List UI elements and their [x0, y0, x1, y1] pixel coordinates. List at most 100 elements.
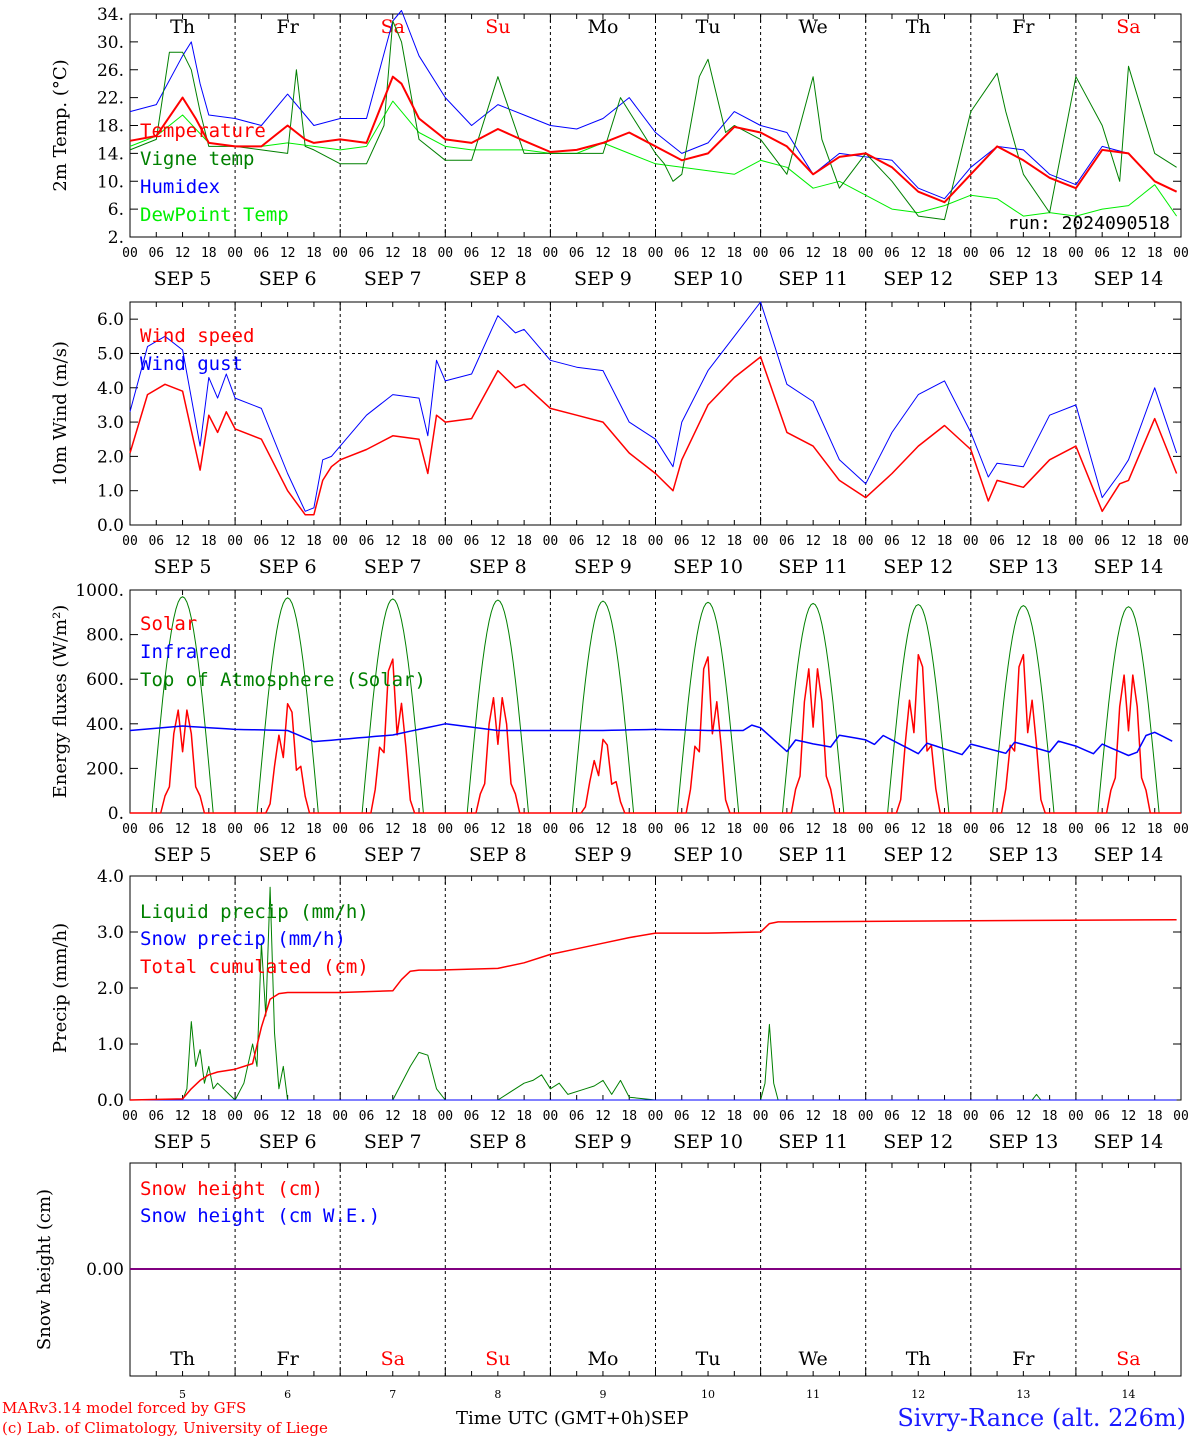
date-label: SEP 14: [1094, 1131, 1164, 1153]
date-label: SEP 13: [988, 844, 1058, 866]
day-number-label: 14: [1121, 1388, 1135, 1401]
series-line-wind-speed: [129, 356, 1178, 516]
day-name-label: Tu: [696, 16, 721, 38]
y-tick-label: 6.: [108, 200, 124, 220]
hour-tick-label: 12: [1121, 534, 1137, 549]
hour-tick-label: 18: [516, 822, 532, 837]
hour-tick-label: 00: [1068, 246, 1084, 261]
y-tick-label: 600.: [86, 670, 124, 690]
day-name-label: Su: [485, 16, 510, 38]
hour-tick-label: 18: [516, 1109, 532, 1124]
y-tick-label: 14.: [97, 144, 124, 164]
hour-tick-label: 12: [280, 1109, 296, 1124]
date-label: SEP 13: [988, 268, 1058, 290]
hour-tick-label: 00: [963, 822, 979, 837]
hour-tick-label: 18: [726, 822, 742, 837]
hour-tick-label: 00: [858, 1109, 874, 1124]
hour-tick-label: 12: [910, 822, 926, 837]
hour-tick-label: 18: [621, 534, 637, 549]
hour-tick-label: 00: [122, 534, 138, 549]
hour-tick-label: 00: [227, 534, 243, 549]
hour-tick-label: 12: [910, 534, 926, 549]
hour-tick-label: 00: [1068, 1109, 1084, 1124]
date-label: SEP 5: [154, 844, 212, 866]
date-label: SEP 8: [469, 844, 527, 866]
hour-tick-label: 18: [411, 1109, 427, 1124]
date-label: SEP 14: [1094, 556, 1164, 578]
station-label: Sivry-Rance (alt. 226m): [897, 1404, 1186, 1432]
date-label: SEP 14: [1094, 844, 1164, 866]
hour-tick-label: 06: [1094, 822, 1110, 837]
hour-tick-label: 12: [805, 246, 821, 261]
date-label: SEP 9: [574, 844, 632, 866]
date-label: SEP 14: [1094, 268, 1164, 290]
date-label: SEP 13: [988, 556, 1058, 578]
hour-tick-label: 00: [122, 246, 138, 261]
hour-tick-label: 06: [359, 534, 375, 549]
hour-tick-label: 06: [148, 534, 164, 549]
day-number-label: 10: [701, 1388, 715, 1401]
hour-tick-label: 00: [858, 822, 874, 837]
y-tick-label: 0.0: [97, 1091, 124, 1111]
date-label: SEP 12: [883, 1131, 953, 1153]
y-tick-label: 22.: [97, 89, 124, 109]
y-tick-label: 400.: [86, 715, 124, 735]
hour-tick-label: 18: [937, 822, 953, 837]
hour-tick-label: 18: [1042, 246, 1058, 261]
hour-tick-label: 18: [1042, 1109, 1058, 1124]
hour-tick-label: 00: [437, 1109, 453, 1124]
hour-tick-label: 18: [411, 822, 427, 837]
lab-credit: (c) Lab. of Climatology, University of L…: [2, 1419, 328, 1437]
series-line-humidex: [129, 10, 1177, 200]
day-number-label: 9: [599, 1388, 606, 1401]
hour-tick-label: 18: [306, 1109, 322, 1124]
hour-tick-label: 06: [989, 822, 1005, 837]
hour-tick-label: 18: [621, 246, 637, 261]
day-name-label: Fr: [1012, 1348, 1035, 1370]
date-label: SEP 12: [883, 844, 953, 866]
hour-tick-label: 00: [543, 1109, 559, 1124]
hour-tick-label: 18: [1147, 1109, 1163, 1124]
hour-tick-label: 06: [989, 1109, 1005, 1124]
hour-tick-label: 06: [359, 1109, 375, 1124]
hour-tick-label: 06: [148, 246, 164, 261]
y-tick-label: 2.0: [97, 447, 124, 467]
hour-tick-label: 00: [543, 534, 559, 549]
day-number-label: 13: [1016, 1388, 1030, 1401]
y-axis-title: Snow height (cm): [34, 1189, 55, 1350]
hour-tick-label: 18: [306, 246, 322, 261]
y-tick-label: 1000.: [75, 581, 124, 601]
series-line-vigne-temp: [129, 20, 1177, 221]
hour-tick-label: 18: [411, 534, 427, 549]
legend-entry: DewPoint Temp: [140, 204, 289, 226]
hour-tick-label: 12: [385, 534, 401, 549]
hour-tick-label: 00: [753, 534, 769, 549]
hour-tick-label: 18: [201, 1109, 217, 1124]
date-label: SEP 9: [574, 556, 632, 578]
hour-tick-label: 12: [490, 534, 506, 549]
y-tick-label: 200.: [86, 759, 124, 779]
hour-tick-label: 18: [1042, 534, 1058, 549]
series-line-liquid-precip-mm-h-: [130, 886, 1177, 1101]
hour-tick-label: 12: [175, 246, 191, 261]
y-tick-label: 0.: [108, 804, 124, 824]
hour-tick-label: 06: [884, 822, 900, 837]
date-label: SEP 12: [883, 268, 953, 290]
date-label: SEP 10: [673, 268, 743, 290]
hour-tick-label: 18: [832, 534, 848, 549]
y-tick-label: 4.0: [97, 867, 124, 887]
hour-tick-label: 06: [359, 822, 375, 837]
hour-tick-label: 12: [385, 822, 401, 837]
legend-entry: Total cumulated (cm): [140, 956, 369, 978]
day-name-label: We: [799, 1348, 828, 1370]
day-name-label: Th: [170, 1348, 195, 1370]
hour-tick-label: 18: [306, 534, 322, 549]
hour-tick-label: 18: [1147, 534, 1163, 549]
date-label: SEP 5: [154, 268, 212, 290]
date-label: SEP 6: [259, 556, 317, 578]
hour-tick-label: 00: [753, 246, 769, 261]
y-tick-label: 3.0: [97, 923, 124, 943]
hour-tick-label: 00: [332, 822, 348, 837]
date-label: SEP 6: [259, 1131, 317, 1153]
